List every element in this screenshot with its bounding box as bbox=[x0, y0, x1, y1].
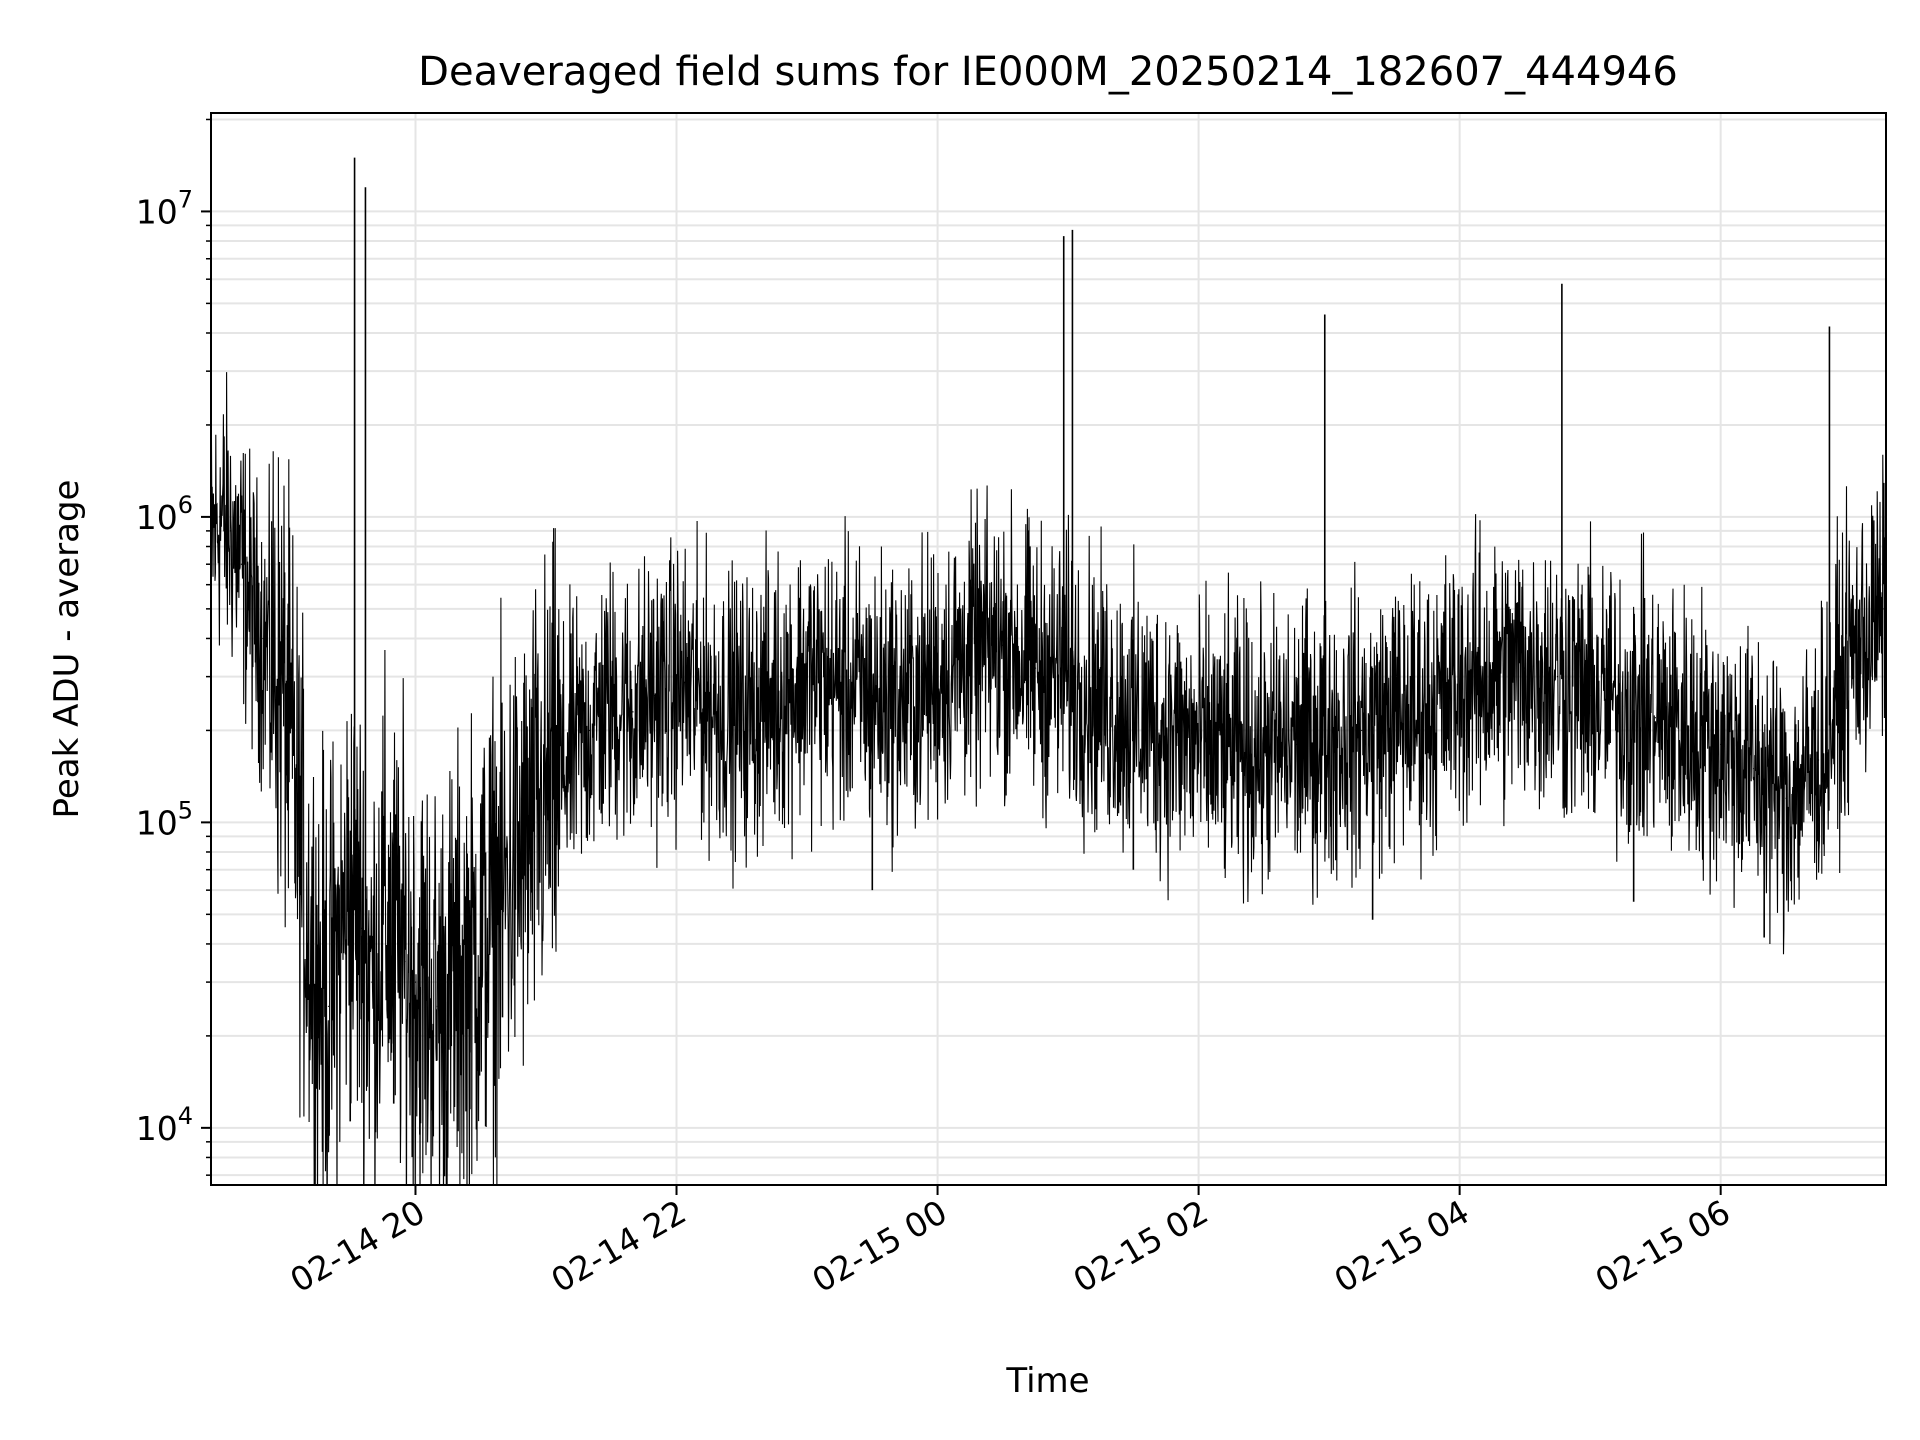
series-line bbox=[211, 372, 1886, 1185]
baseline-point bbox=[327, 1005, 330, 1007]
baseline-point bbox=[219, 516, 221, 518]
baseline-point bbox=[1459, 685, 1461, 687]
baseline-point bbox=[741, 717, 743, 719]
baseline-point bbox=[1197, 743, 1200, 745]
baseline-point bbox=[382, 913, 384, 915]
baseline-point bbox=[338, 943, 340, 945]
baseline-point bbox=[588, 729, 591, 732]
baseline-point bbox=[708, 700, 710, 702]
y-tick-label: 107 bbox=[136, 185, 193, 231]
baseline-point bbox=[610, 700, 612, 702]
y-tick-base: 10 bbox=[136, 803, 178, 842]
plot-area bbox=[211, 157, 1886, 1185]
baseline-point bbox=[404, 961, 406, 963]
baseline-point bbox=[632, 711, 634, 713]
baseline-point bbox=[371, 981, 373, 983]
baseline-point bbox=[262, 637, 264, 640]
baseline-point bbox=[414, 981, 417, 983]
baseline-point bbox=[1785, 797, 1787, 799]
baseline-point bbox=[284, 700, 286, 702]
baseline-point bbox=[1263, 751, 1265, 753]
y-tick-base: 10 bbox=[136, 1109, 178, 1148]
baseline-point bbox=[523, 851, 525, 853]
baseline-point bbox=[1165, 729, 1167, 732]
y-tick-label: 106 bbox=[136, 491, 193, 537]
baseline-point bbox=[306, 913, 308, 915]
baseline-point bbox=[1361, 729, 1363, 732]
baseline-point bbox=[480, 943, 482, 945]
baseline-point bbox=[1034, 667, 1037, 669]
baseline-point bbox=[295, 797, 297, 799]
baseline-point bbox=[654, 695, 656, 697]
y-tick-exponent: 4 bbox=[178, 1102, 193, 1130]
baseline-point bbox=[1100, 700, 1102, 702]
baseline-point bbox=[1654, 717, 1657, 719]
baseline-point bbox=[1556, 676, 1559, 678]
chart-title: Deaveraged field sums for IE000M_2025021… bbox=[418, 49, 1678, 95]
y-tick-label: 104 bbox=[136, 1102, 193, 1148]
baseline-point bbox=[436, 1005, 438, 1007]
y-tick-exponent: 6 bbox=[178, 491, 193, 519]
baseline-point bbox=[1687, 729, 1689, 732]
baseline-point bbox=[936, 676, 939, 678]
series-group bbox=[211, 157, 1886, 1185]
baseline-point bbox=[458, 981, 460, 983]
baseline-point bbox=[360, 927, 362, 929]
y-tick-exponent: 5 bbox=[178, 796, 193, 824]
baseline-point bbox=[806, 676, 808, 678]
baseline-point bbox=[1720, 743, 1722, 745]
baseline-point bbox=[1230, 751, 1232, 753]
baseline-point bbox=[839, 685, 841, 687]
y-tick-base: 10 bbox=[136, 192, 178, 231]
x-axis-label: Time bbox=[1005, 1361, 1089, 1401]
baseline-point bbox=[773, 695, 776, 697]
baseline-point bbox=[1067, 676, 1069, 678]
baseline-point bbox=[675, 685, 678, 687]
baseline-point bbox=[1002, 644, 1004, 646]
baseline-point bbox=[1393, 717, 1395, 719]
y-axis-label: Peak ADU - average bbox=[47, 480, 87, 819]
baseline-point bbox=[1883, 608, 1885, 610]
baseline-point bbox=[904, 700, 906, 702]
baseline-point bbox=[545, 797, 547, 799]
baseline-point bbox=[273, 655, 275, 657]
plot-frame bbox=[210, 112, 1887, 1186]
baseline-point bbox=[1817, 759, 1820, 761]
baseline-point bbox=[1524, 667, 1526, 669]
y-tick-base: 10 bbox=[136, 498, 178, 537]
y-tick-exponent: 7 bbox=[178, 185, 193, 213]
y-tick-label: 105 bbox=[136, 796, 193, 842]
baseline-point bbox=[1491, 676, 1493, 678]
baseline-point bbox=[1752, 767, 1754, 770]
baseline-point bbox=[1850, 655, 1852, 657]
baseline-point bbox=[251, 608, 253, 610]
baseline-point bbox=[240, 563, 243, 565]
baseline-point bbox=[316, 981, 319, 983]
baseline-point bbox=[1589, 695, 1591, 697]
baseline-point bbox=[567, 759, 569, 761]
baseline-point bbox=[1295, 743, 1298, 745]
baseline-point bbox=[1622, 705, 1624, 707]
baseline-point bbox=[969, 655, 971, 657]
baseline-point bbox=[229, 530, 232, 532]
baseline-point bbox=[1328, 736, 1330, 738]
baseline-point bbox=[1426, 711, 1428, 713]
